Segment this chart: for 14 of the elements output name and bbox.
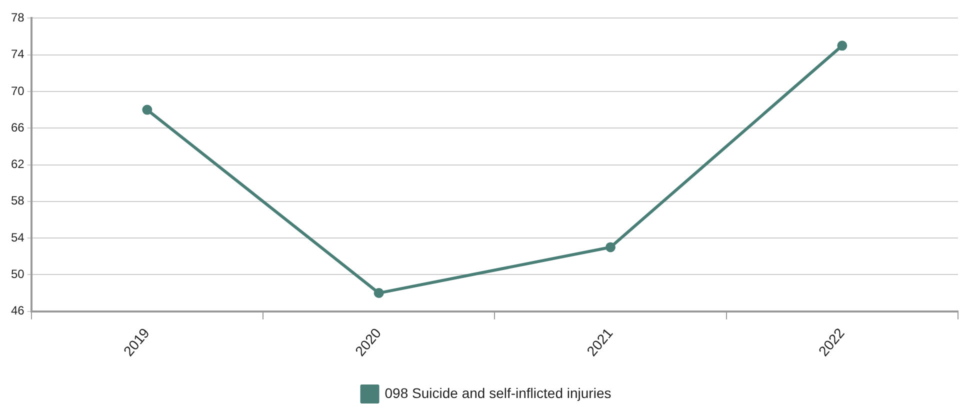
point <box>142 104 152 115</box>
y-tick-label: 74 <box>10 47 25 62</box>
point <box>837 40 848 51</box>
y-tick-label: 46 <box>10 304 25 318</box>
y-tick-label: 70 <box>10 84 25 98</box>
point <box>606 242 616 252</box>
y-tick-label: 58 <box>10 194 25 208</box>
y-tick-label: 66 <box>10 120 25 134</box>
point <box>374 288 384 298</box>
y-tick-label: 62 <box>10 157 25 172</box>
y-tick-label: 78 <box>10 10 25 25</box>
y-tick-label: 50 <box>10 267 25 282</box>
legend-label: 098 Suicide and self-inflicted injuries <box>384 384 612 401</box>
y-tick-label: 54 <box>10 230 25 244</box>
